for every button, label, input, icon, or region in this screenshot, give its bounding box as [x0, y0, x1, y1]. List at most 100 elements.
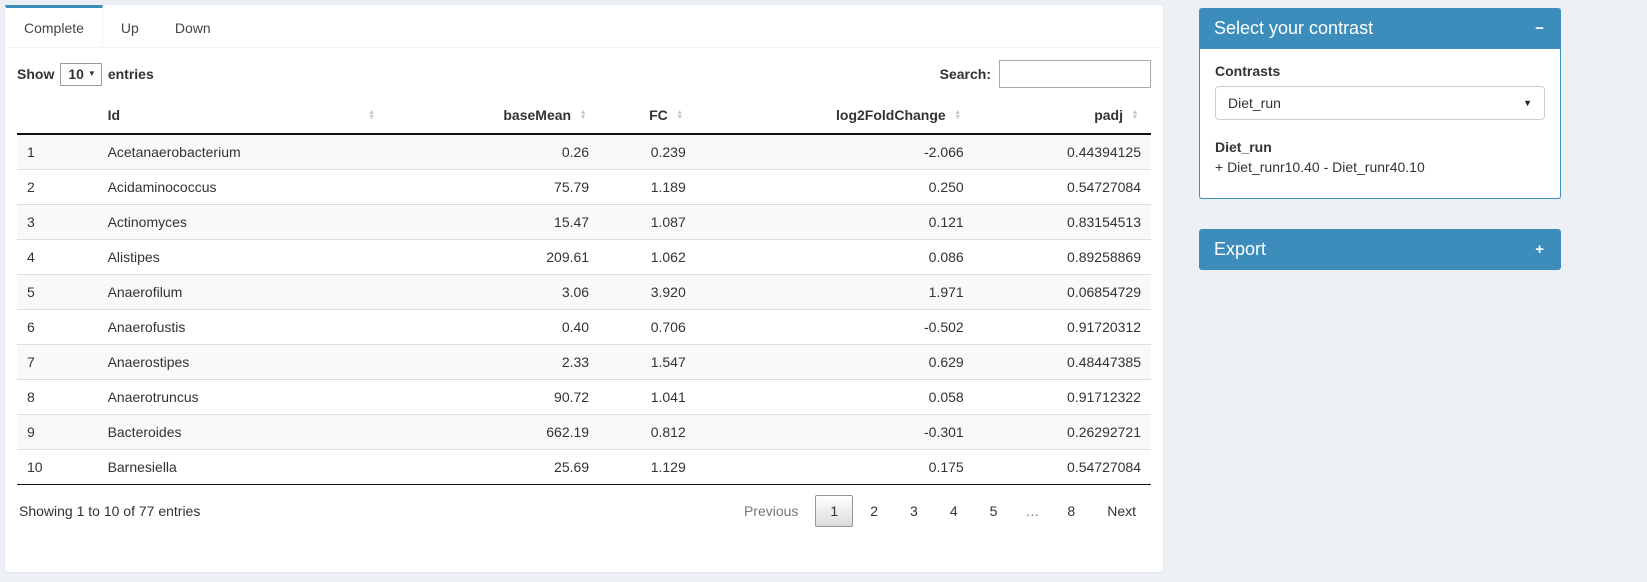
- pagination-button-3[interactable]: 3: [910, 503, 918, 519]
- sort-icon: ▲ ▼: [577, 109, 589, 121]
- cell-padj: 0.26292721: [973, 414, 1151, 450]
- sort-icon: ▲ ▼: [952, 109, 964, 121]
- cell-rownum: 7: [17, 344, 98, 380]
- cell-id: Anaerofilum: [97, 274, 388, 310]
- cell-log2fc: 0.121: [695, 204, 974, 240]
- cell-fc: 1.062: [599, 239, 696, 275]
- sort-desc-icon: ▼: [676, 114, 684, 121]
- tab-bar: Complete Up Down: [5, 5, 1163, 48]
- cell-padj: 0.91720312: [973, 309, 1151, 345]
- pagination-button-…: …: [1025, 503, 1040, 519]
- results-card: Complete Up Down Show 10 ▼ entries Search:: [5, 5, 1163, 572]
- search-input[interactable]: [999, 60, 1151, 88]
- column-header-baseMean[interactable]: baseMean ▲ ▼: [387, 98, 600, 135]
- pagination-button-8[interactable]: 8: [1067, 503, 1076, 519]
- search-control: Search:: [940, 60, 1151, 88]
- cell-log2fc: 1.971: [695, 274, 974, 310]
- pagination-button-4[interactable]: 4: [949, 503, 958, 519]
- cell-baseMean: 0.26: [561, 144, 590, 160]
- cell-rownum: 8: [17, 379, 98, 415]
- cell-padj: 0.06854729: [973, 274, 1151, 310]
- cell-baseMean: 75.79: [387, 169, 600, 205]
- tab-down[interactable]: Down: [174, 20, 211, 36]
- cell-log2fc: -0.502: [695, 309, 974, 345]
- cell-log2fc: -2.066: [924, 144, 964, 160]
- page-length-select[interactable]: 10 ▼: [60, 62, 102, 86]
- contrast-detail: Diet_run + Diet_runr10.40 - Diet_runr40.…: [1215, 138, 1545, 178]
- cell-baseMean: 3.06: [387, 274, 600, 310]
- expand-icon[interactable]: +: [1535, 240, 1544, 258]
- cell-fc: 1.547: [599, 344, 696, 380]
- column-header-log2fc[interactable]: log2FoldChange ▲ ▼: [695, 98, 974, 135]
- column-header-id[interactable]: Id ▲ ▼: [97, 98, 388, 135]
- column-label: padj: [1094, 107, 1123, 123]
- cell-fc: 1.129: [599, 449, 696, 485]
- page-length-control: Show 10 ▼ entries: [17, 62, 154, 86]
- table-row[interactable]: 2 Acidaminococcus 75.79 1.189 0.250 0.5472708…: [17, 169, 1151, 205]
- sort-icon: ▲ ▼: [366, 109, 378, 121]
- cell-baseMean: 2.33: [387, 344, 600, 380]
- cell-baseMean: 25.69: [387, 449, 600, 485]
- table-row[interactable]: 5 Anaerofilum 3.06 3.920 1.971 0.06854729: [17, 274, 1151, 310]
- table-row[interactable]: 9 Bacteroides 662.19 0.812 -0.301 0.26292721: [17, 414, 1151, 450]
- sort-asc-icon: ▲: [1131, 109, 1139, 116]
- table-row[interactable]: 6 Anaerofustis 0.40 0.706 -0.502 0.91720312: [17, 309, 1151, 345]
- table-controls: Show 10 ▼ entries Search:: [17, 60, 1151, 88]
- export-box-header[interactable]: Export +: [1199, 228, 1561, 270]
- tab-complete[interactable]: Complete: [5, 5, 103, 47]
- sort-icon: ▲ ▼: [674, 109, 686, 121]
- cell-padj: 0.44394125: [1067, 144, 1141, 160]
- table-row[interactable]: 3 Actinomyces 15.47 1.087 0.121 0.83154513: [17, 204, 1151, 240]
- sort-desc-icon: ▼: [1131, 114, 1139, 121]
- cell-fc: 1.189: [599, 169, 696, 205]
- cell-id: Alistipes: [97, 239, 388, 275]
- cell-baseMean: 90.72: [387, 379, 600, 415]
- cell-baseMean: 209.61: [387, 239, 600, 275]
- tab-up[interactable]: Up: [120, 20, 139, 36]
- table-footer: Showing 1 to 10 of 77 entries Previous 1 2…: [17, 495, 1151, 527]
- cell-id: Anaerotruncus: [97, 379, 388, 415]
- cell-baseMean: 662.19: [387, 414, 600, 450]
- column-header-fc[interactable]: FC ▲ ▼: [599, 98, 696, 135]
- cell-id: Anaerofustis: [97, 309, 388, 345]
- cell-padj: 0.54727084: [973, 169, 1151, 205]
- cell-rownum: 4: [17, 239, 98, 275]
- cell-id: Actinomyces: [97, 204, 388, 240]
- cell-rownum: 3: [17, 204, 98, 240]
- results-table: Id ▲ ▼ baseMean ▲ ▼ FC ▲ ▼ log2FoldChange ▲ ▼ padj ▲ ▼…: [17, 98, 1151, 485]
- cell-fc: 1.041: [599, 379, 696, 415]
- caret-down-icon: ▼: [1523, 98, 1532, 108]
- contrast-box-body: Contrasts Diet_run ▼ Diet_run + Diet_run…: [1199, 49, 1561, 199]
- cell-id: Acidaminococcus: [97, 169, 388, 205]
- table-row[interactable]: 8 Anaerotruncus 90.72 1.041 0.058 0.91712322: [17, 379, 1151, 415]
- contrasts-select[interactable]: Diet_run ▼: [1215, 86, 1545, 120]
- pagination-button-5[interactable]: 5: [989, 503, 998, 519]
- table-row[interactable]: 10 Barnesiella 25.69 1.129 0.175 0.54727084: [17, 449, 1151, 485]
- cell-rownum: 5: [17, 274, 98, 310]
- results-card-body: Show 10 ▼ entries Search: Id ▲ ▼ baseMean ▲ ▼…: [5, 48, 1163, 527]
- cell-padj: 0.54727084: [973, 449, 1151, 485]
- cell-id: Bacteroides: [97, 414, 388, 450]
- cell-fc: 3.920: [599, 274, 696, 310]
- cell-padj: 0.48447385: [973, 344, 1151, 380]
- pagination-button-next[interactable]: Next: [1107, 503, 1136, 519]
- pagination-button-2[interactable]: 2: [870, 503, 879, 519]
- contrast-detail-title: Diet_run: [1215, 139, 1272, 155]
- sort-icon: ▲ ▼: [1129, 109, 1141, 121]
- table-row[interactable]: 7 Anaerostipes 2.33 1.547 0.629 0.48447385: [17, 344, 1151, 380]
- contrast-box-title: Select your contrast: [1214, 18, 1374, 38]
- pagination-button-1[interactable]: 1: [815, 495, 854, 527]
- table-row[interactable]: 1 Acetanaerobacterium 0.26 0.239 -2.066 0.443…: [17, 134, 1151, 170]
- column-label: log2FoldChange: [836, 107, 946, 123]
- contrast-box-header[interactable]: Select your contrast −: [1199, 8, 1561, 49]
- cell-log2fc: 0.058: [695, 379, 974, 415]
- pagination: Previous 1 2 3 4 5 … 8 Next: [727, 495, 1151, 527]
- collapse-icon[interactable]: −: [1535, 20, 1544, 37]
- sort-desc-icon: ▼: [368, 114, 376, 121]
- cell-log2fc: 0.086: [695, 239, 974, 275]
- cell-fc: 1.087: [599, 204, 696, 240]
- caret-down-icon: ▼: [87, 69, 96, 78]
- column-header-padj[interactable]: padj ▲ ▼: [973, 98, 1151, 135]
- cell-log2fc: -0.301: [695, 414, 974, 450]
- table-row[interactable]: 4 Alistipes 209.61 1.062 0.086 0.89258869: [17, 239, 1151, 275]
